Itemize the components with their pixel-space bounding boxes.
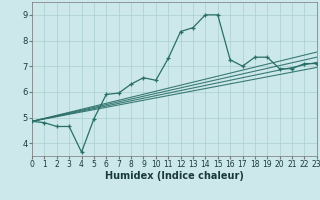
X-axis label: Humidex (Indice chaleur): Humidex (Indice chaleur) bbox=[105, 171, 244, 181]
